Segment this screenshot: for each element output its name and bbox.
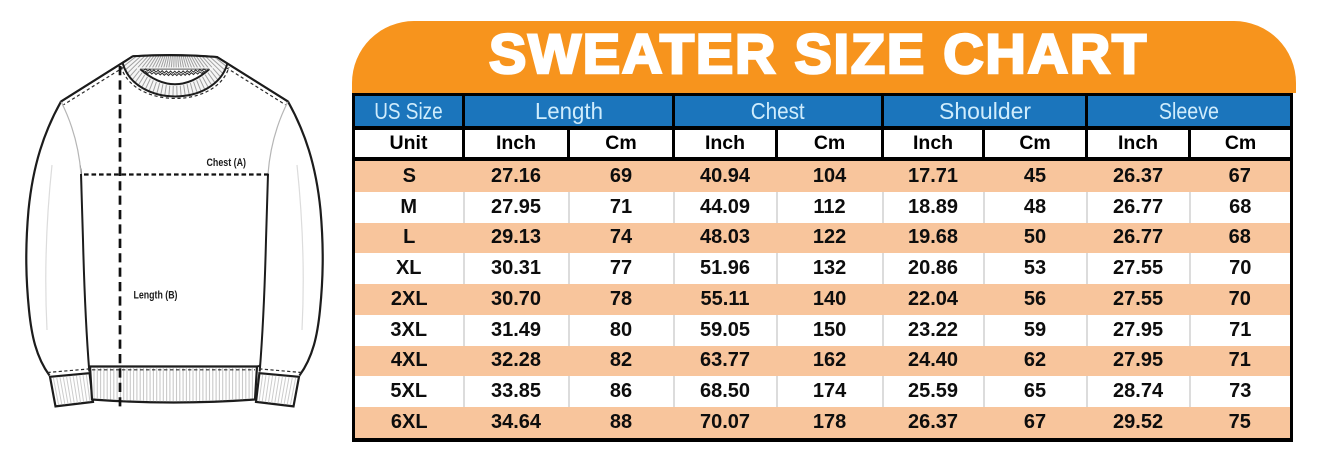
svg-text:Chest (A): Chest (A): [207, 157, 247, 169]
svg-text:Length (B): Length (B): [134, 290, 178, 302]
